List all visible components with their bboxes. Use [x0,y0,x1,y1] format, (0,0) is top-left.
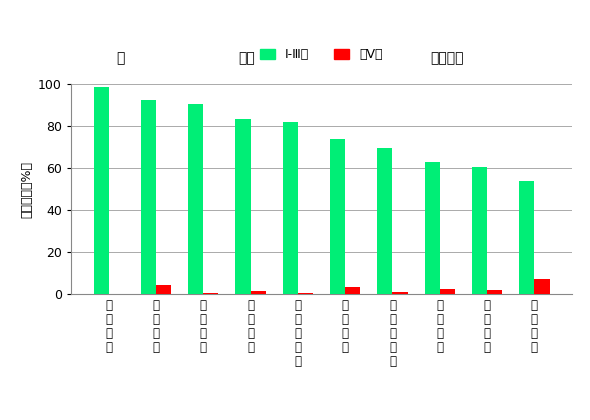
Bar [204,292,218,294]
Text: 轻度污染: 轻度污染 [430,51,464,65]
Bar [283,122,298,294]
Y-axis label: 断面比例（%）: 断面比例（%） [21,160,34,218]
Bar [141,100,156,294]
Text: 良好: 良好 [238,51,255,65]
Bar [345,287,360,294]
Bar [472,167,487,294]
Bar [425,162,440,294]
Bar [188,104,204,294]
Bar [392,292,408,294]
Bar [235,119,251,294]
Bar [251,291,266,294]
Bar [156,285,171,294]
Bar [298,292,313,294]
Bar [330,139,345,294]
Bar [519,181,535,294]
Bar [94,87,109,294]
Bar [378,148,392,294]
Text: 优: 优 [117,51,125,65]
Bar [487,290,502,294]
Bar [440,289,455,294]
Bar [535,279,549,294]
Legend: I-Ⅲ类, 劣V类: I-Ⅲ类, 劣V类 [260,48,383,61]
